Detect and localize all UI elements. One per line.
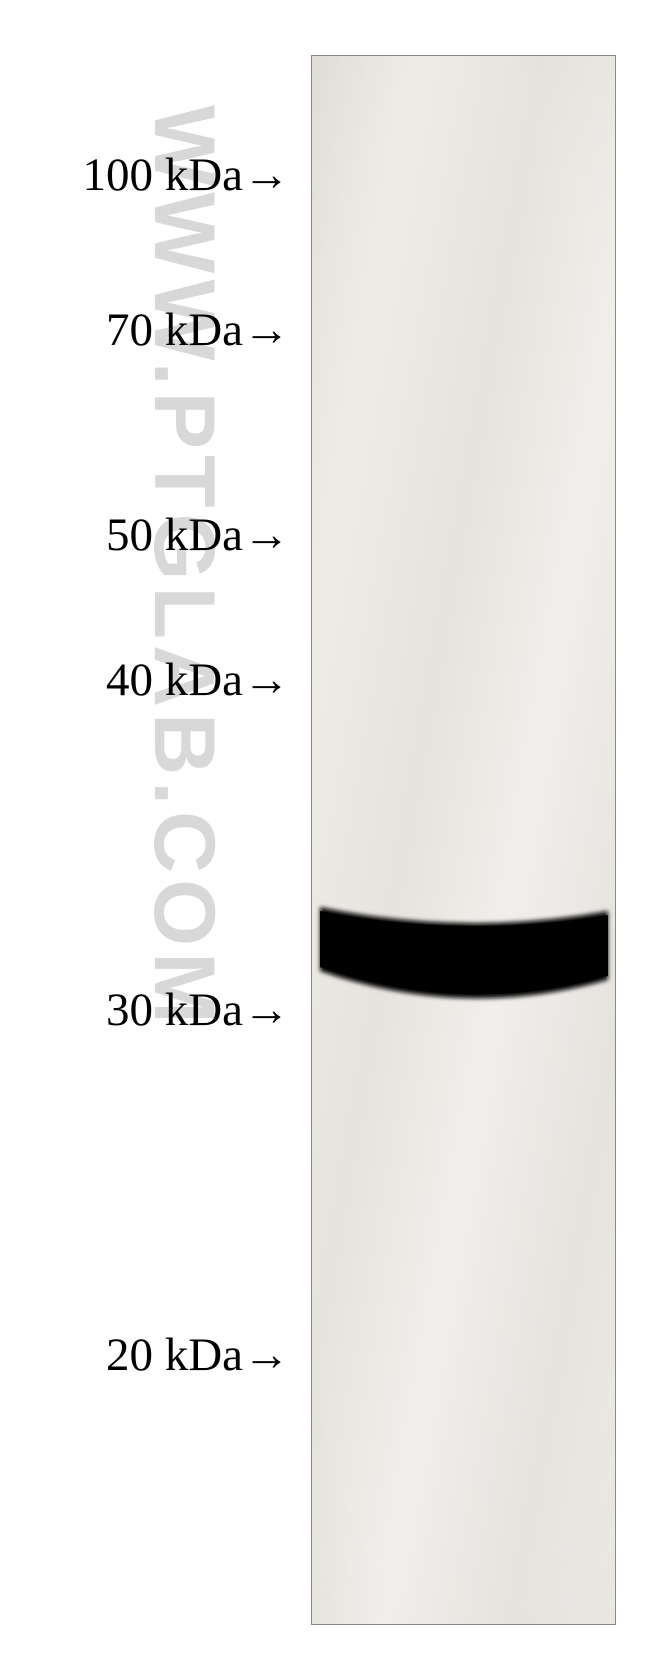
western-blot-figure: WWW.PTGLAB.COM 100 kDa→ 70 kDa→ 50 kDa→ 40 …	[0, 0, 650, 1675]
mw-marker-3: 40 kDa→	[106, 653, 290, 707]
blot-lane	[311, 55, 616, 1625]
mw-marker-2: 50 kDa→	[106, 508, 290, 562]
mw-marker-1: 70 kDa→	[106, 303, 290, 357]
protein-band	[312, 56, 616, 1625]
mw-marker-0: 100 kDa→	[82, 148, 290, 202]
mw-marker-4: 30 kDa→	[106, 983, 290, 1037]
watermark-text: WWW.PTGLAB.COM	[134, 105, 233, 1030]
mw-marker-5: 20 kDa→	[106, 1328, 290, 1382]
